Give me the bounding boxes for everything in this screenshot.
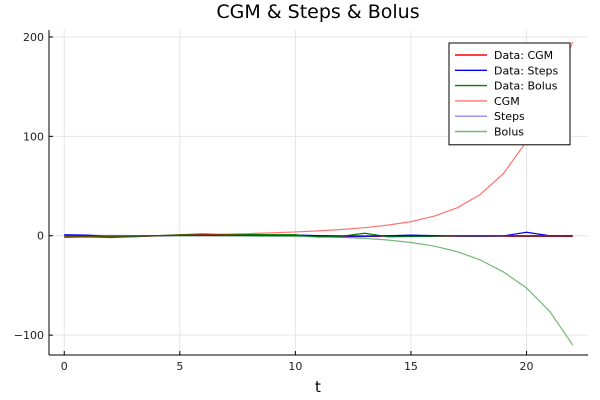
legend-label-0: Data: CGM bbox=[494, 49, 553, 62]
legend-label-1: Data: Steps bbox=[494, 64, 559, 77]
y-tick-label: −100 bbox=[14, 329, 44, 342]
legend: Data: CGM Data: Steps Data: Bolus CGM Steps B… bbox=[448, 42, 571, 146]
legend-label-3: CGM bbox=[494, 95, 520, 108]
legend-box bbox=[448, 42, 571, 146]
x-tick-label: 15 bbox=[404, 360, 418, 373]
x-tick-label: 10 bbox=[288, 360, 302, 373]
series-line-5 bbox=[64, 235, 574, 346]
x-tick-label: 20 bbox=[520, 360, 534, 373]
plot-area bbox=[64, 41, 574, 346]
y-tick-label: 0 bbox=[37, 230, 44, 243]
axes bbox=[48, 30, 588, 356]
legend-label-5: Bolus bbox=[494, 126, 524, 139]
x-axis-label: t bbox=[315, 378, 321, 396]
tick-labels: 0 5 10 15 20 −100 0 100 200 bbox=[14, 31, 534, 373]
x-tick-label: 0 bbox=[61, 360, 68, 373]
y-tick-label: 200 bbox=[23, 31, 44, 44]
legend-label-4: Steps bbox=[494, 110, 525, 123]
y-tick-label: 100 bbox=[23, 130, 44, 143]
x-tick-label: 5 bbox=[176, 360, 183, 373]
legend-label-2: Data: Bolus bbox=[494, 80, 558, 93]
chart-title: CGM & Steps & Bolus bbox=[216, 1, 419, 23]
